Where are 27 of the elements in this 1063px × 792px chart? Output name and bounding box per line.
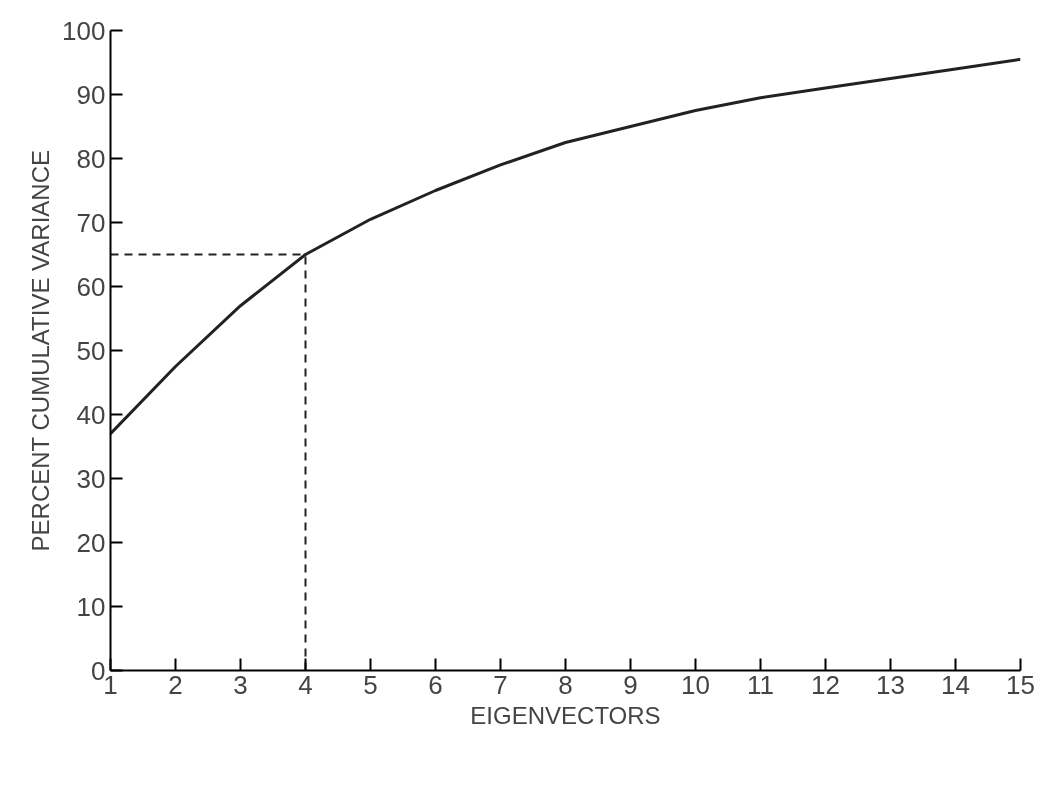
x-tick-label: 13 (876, 669, 905, 700)
y-tick-label: 30 (76, 463, 106, 494)
x-tick-label: 15 (1006, 669, 1035, 700)
y-tick-label: 90 (76, 79, 106, 110)
x-tick-label: 4 (298, 669, 313, 700)
y-tick-label: 60 (76, 271, 106, 302)
y-tick-label: 50 (76, 335, 106, 366)
x-tick-label: 3 (233, 669, 248, 700)
x-tick-label: 11 (747, 669, 774, 700)
y-tick-label: 0 (91, 655, 106, 686)
x-tick-label: 6 (428, 669, 443, 700)
y-tick-label: 100 (62, 15, 106, 46)
y-tick-label: 80 (76, 143, 106, 174)
x-tick-label: 2 (168, 669, 183, 700)
x-tick-label: 8 (558, 669, 573, 700)
x-tick-label: 9 (623, 669, 638, 700)
x-tick-label: 5 (363, 669, 378, 700)
y-axis-title: PERCENT CUMULATIVE VARIANCE (27, 150, 55, 552)
y-tick-label: 40 (76, 399, 106, 430)
x-tick-label: 14 (941, 669, 970, 700)
x-tick-label: 12 (811, 669, 840, 700)
x-tick-label: 10 (681, 669, 710, 700)
x-tick-label: 7 (493, 669, 508, 700)
y-tick-label: 20 (76, 527, 106, 558)
x-axis-title: EIGENVECTORS (470, 701, 661, 729)
y-tick-label: 70 (76, 207, 106, 238)
y-tick-label: 10 (76, 591, 106, 622)
